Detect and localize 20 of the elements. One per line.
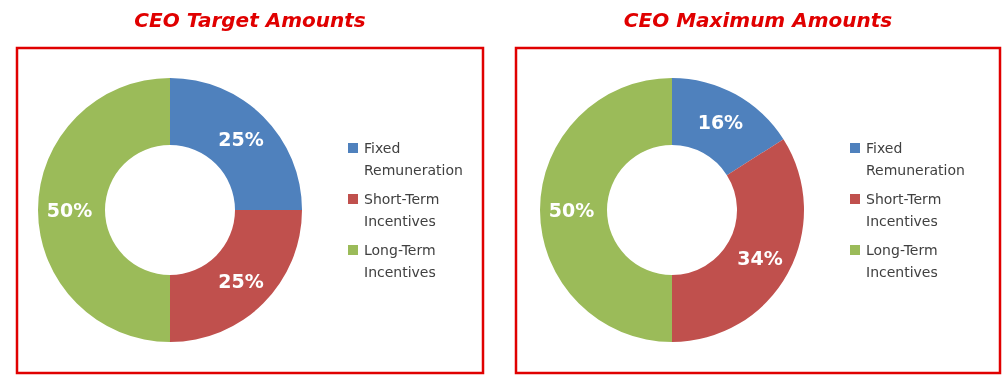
data-label: 25% <box>218 269 264 292</box>
legend-label: Long-Term Incentives <box>364 242 436 280</box>
chart-title: CEO Maximum Amounts <box>623 8 893 32</box>
data-label: 50% <box>548 198 595 221</box>
donut-slice <box>38 78 170 342</box>
legend-label: Short-Term Incentives <box>364 191 440 229</box>
data-label: 16% <box>697 110 744 133</box>
data-label: 25% <box>218 127 264 150</box>
data-label: 50% <box>46 198 93 221</box>
legend-label: Fixed Remuneration <box>866 140 965 178</box>
chart-title: CEO Target Amounts <box>134 8 366 32</box>
legend-label: Fixed Remuneration <box>364 140 463 178</box>
donut-slice <box>540 78 672 342</box>
data-label: 34% <box>737 247 783 270</box>
donut-slice <box>672 139 804 342</box>
legend-label: Long-Term Incentives <box>866 242 938 280</box>
donut-slice <box>672 78 784 176</box>
legend-label: Short-Term Incentives <box>866 191 942 229</box>
donut-slice <box>170 78 302 210</box>
donut-slice <box>170 210 302 342</box>
